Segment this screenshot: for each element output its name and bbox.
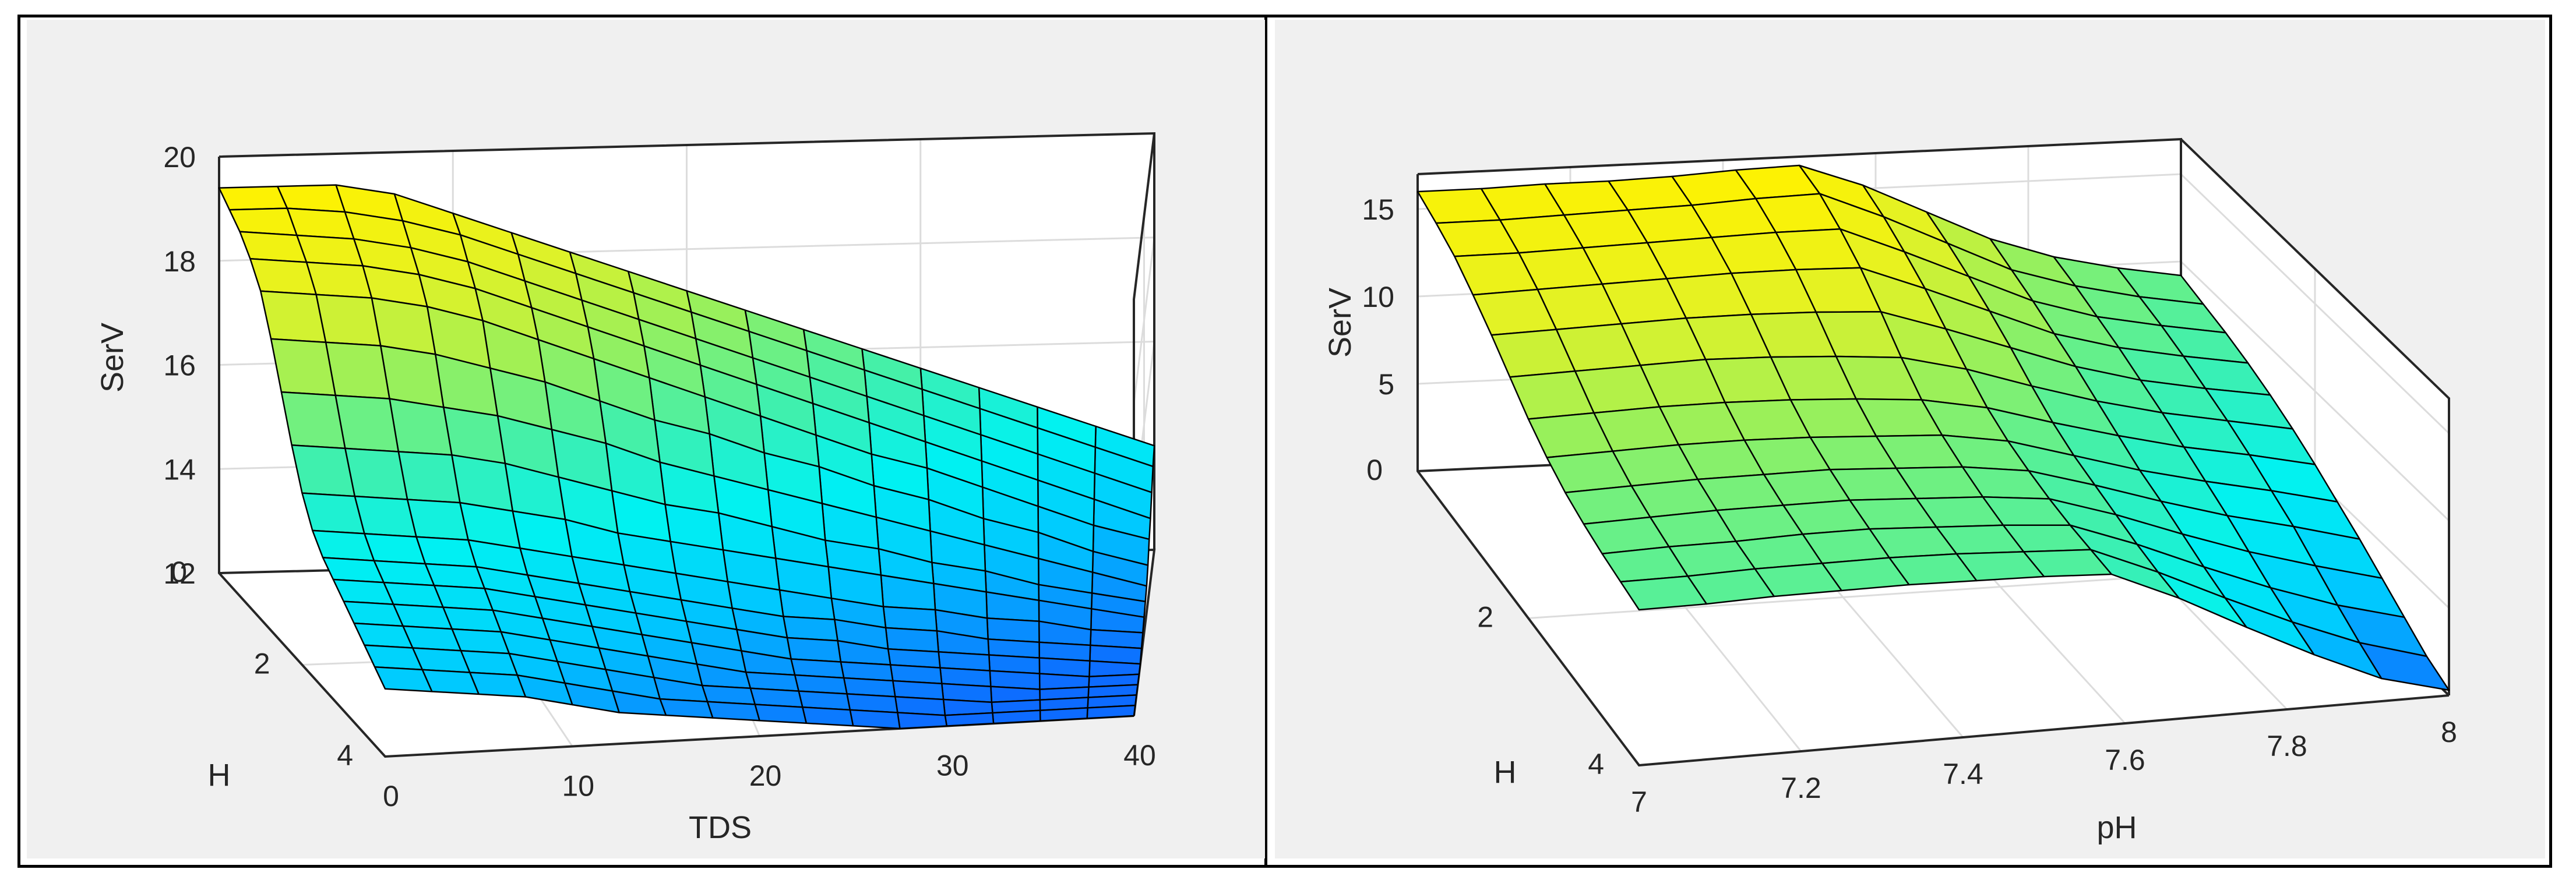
z-axis-label: SerV <box>95 323 130 393</box>
z-tick-label: 20 <box>163 141 196 174</box>
figure-divider <box>1264 15 1267 868</box>
x-tick-label: 10 <box>562 770 594 803</box>
x-tick-label: 0 <box>383 780 399 812</box>
surface-face <box>1086 704 1136 719</box>
y-tick-label: 4 <box>1588 748 1604 780</box>
surface-face <box>754 704 808 725</box>
surface-face <box>986 617 1040 643</box>
surface-face <box>802 706 854 727</box>
surface-plot-ph-svg: 7 7.2 7.4 7.6 7.8 8 0 2 4 5 10 15 pH H SerV <box>1323 137 2457 845</box>
z-tick-label: 16 <box>163 349 196 382</box>
surface-face <box>897 712 948 730</box>
surface-face <box>706 701 760 722</box>
surface-face <box>315 294 382 347</box>
x-tick-label: 7.6 <box>2105 744 2145 776</box>
x-tick-label: 30 <box>936 750 969 782</box>
surface-face <box>218 185 288 211</box>
surface-face <box>280 391 346 450</box>
x-tick-label: 7.8 <box>2267 730 2307 762</box>
surface-face <box>783 616 838 642</box>
surface-face <box>406 499 469 541</box>
axis-box-edge <box>2180 138 2450 695</box>
x-tick-label: 7.2 <box>1781 772 1821 804</box>
surface-face <box>944 712 995 727</box>
surface-face <box>301 492 365 535</box>
surface-plot-tds: 0 10 20 30 40 0 2 4 12 14 16 18 20 TDS H SerV <box>27 20 1265 858</box>
y-tick-label: 4 <box>337 739 353 772</box>
x-tick-label: 20 <box>749 759 782 792</box>
x-tick-label: 40 <box>1123 739 1156 772</box>
surface-face <box>397 451 461 504</box>
surface-face <box>884 627 939 653</box>
surface-plot-ph: 7 7.2 7.4 7.6 7.8 8 0 2 4 5 10 15 pH H SerV <box>1275 20 2545 858</box>
y-tick-label: 0 <box>171 556 187 588</box>
y-tick-label: 2 <box>1477 601 1493 634</box>
surface-face <box>389 398 453 456</box>
surface-face <box>373 666 433 692</box>
x-axis-label: TDS <box>689 810 752 845</box>
surface-face <box>1039 707 1088 722</box>
axis-box-edge <box>218 157 1134 758</box>
y-axis-label: H <box>208 758 231 793</box>
z-tick-label: 5 <box>1378 368 1394 401</box>
z-tick-label: 12 <box>163 557 196 590</box>
surface-face <box>312 529 375 561</box>
surface-plot-tds-svg: 0 10 20 30 40 0 2 4 12 14 16 18 20 TDS H SerV <box>95 132 1156 845</box>
z-tick-label: 18 <box>163 245 196 278</box>
surface-face <box>291 444 356 497</box>
surface-face <box>849 709 901 730</box>
axis-box-edge <box>1416 174 2450 767</box>
x-axis-label: pH <box>2096 810 2137 845</box>
y-axis-label: H <box>1494 755 1517 790</box>
surface-face <box>260 290 327 344</box>
figure-frame <box>17 15 2552 868</box>
y-tick-label: 0 <box>1366 454 1383 486</box>
y-tick-label: 2 <box>254 648 270 680</box>
z-tick-label: 10 <box>1362 281 1394 313</box>
surface-face <box>992 709 1041 725</box>
surface-face <box>239 231 308 263</box>
x-tick-label: 7 <box>1631 786 1647 818</box>
surface-face <box>659 698 714 719</box>
surface-face <box>882 606 938 632</box>
x-tick-label: 8 <box>2441 716 2457 748</box>
x-tick-label: 7.4 <box>1943 758 1983 790</box>
z-axis-label: SerV <box>1323 288 1358 358</box>
surface-face <box>786 637 842 663</box>
surface-face <box>325 341 390 400</box>
surface-face <box>249 258 317 295</box>
surface-face <box>270 338 336 397</box>
surface-face <box>1620 575 1708 611</box>
z-tick-label: 14 <box>163 453 196 486</box>
z-tick-label: 15 <box>1362 193 1394 226</box>
